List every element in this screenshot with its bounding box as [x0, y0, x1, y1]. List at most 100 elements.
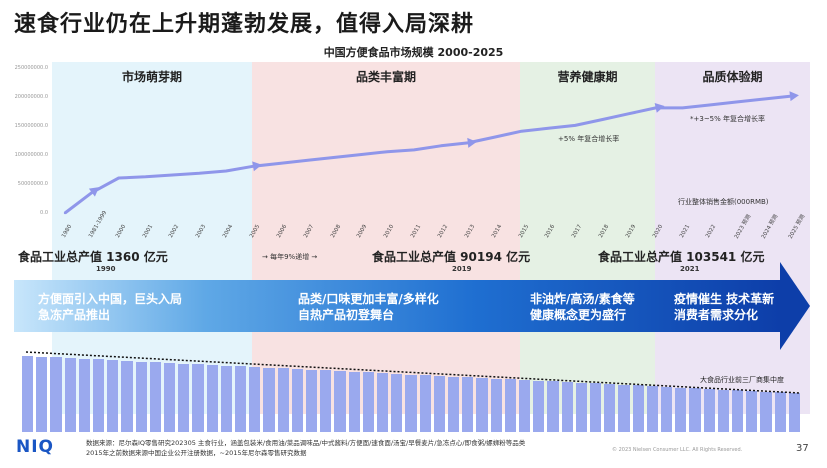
concentration-bar [448, 376, 460, 432]
concentration-bar [377, 373, 389, 432]
concentration-bar [391, 373, 403, 432]
band-text-line: 急冻产品推出 [38, 308, 111, 322]
data-point [171, 173, 174, 177]
series-label: 行业整体销售金额(000RMB) [678, 198, 769, 206]
chart-title: 中国方便食品市场规模 2000-2025 [323, 46, 504, 59]
band-text-line: 品类/口味更加丰富/多样化 [298, 292, 439, 306]
footer-source-line: 数据来源：尼尔森IQ零售研究202305 主食行业，涵盖包装米/食用油/菜品调味… [86, 439, 526, 447]
concentration-bar [533, 380, 545, 432]
band-text-enrich: 品类/口味更加丰富/多样化 自热产品初登舞台 [298, 291, 439, 323]
band-text-sprout: 方便面引入中国，巨头入局 急冻产品推出 [38, 291, 182, 323]
concentration-bar [93, 359, 105, 432]
data-point [224, 169, 228, 173]
phase-band-enrich [252, 62, 520, 414]
milestone-year-1990: 1990 [96, 265, 116, 273]
concentration-bar [192, 364, 204, 432]
concentration-bar [263, 367, 275, 432]
growth-note-early: → 每年9%递增 → [262, 253, 318, 261]
band-text-experience: 疫情催生 技术革新 消费者需求分化 [674, 291, 774, 323]
data-point [439, 144, 443, 147]
page-number: 37 [796, 443, 809, 454]
concentration-bar [703, 388, 715, 432]
concentration-bar [590, 383, 602, 432]
concentration-bar [206, 364, 218, 432]
copyright: © 2023 Nielsen Consumer LLC. All Rights … [612, 447, 743, 453]
band-text-line: 疫情催生 技术革新 [674, 292, 775, 306]
concentration-bar [760, 391, 772, 432]
y-tick-label: 150000000.0 [14, 123, 48, 129]
concentration-bar [235, 366, 247, 432]
concentration-bar [561, 382, 573, 432]
band-text-line: 消费者需求分化 [674, 308, 759, 322]
phase-label-enrich: 品类丰富期 [355, 70, 416, 84]
concentration-bar [618, 384, 630, 432]
line-arrowhead [88, 187, 100, 197]
data-point [332, 156, 335, 159]
concentration-bar [746, 390, 758, 432]
phase-band-experience [655, 62, 810, 414]
concentration-bar [519, 379, 531, 432]
data-point [520, 130, 523, 133]
market-size-line-chart [63, 91, 799, 215]
concentration-bar [22, 356, 34, 432]
data-point [547, 127, 550, 130]
line-arrowhead [789, 91, 799, 102]
page-title: 速食行业仍在上升期蓬勃发展，值得入局深耕 [14, 12, 475, 37]
concentration-bar [135, 361, 147, 432]
data-point [63, 211, 67, 215]
phase-label-health: 营养健康期 [557, 70, 618, 84]
phase-band-health [520, 62, 655, 414]
concentration-bar [575, 382, 587, 432]
concentration-bar [604, 384, 616, 432]
data-point [574, 124, 577, 127]
data-point [708, 103, 711, 107]
data-point [117, 176, 120, 180]
concentration-bar [675, 387, 687, 432]
concentration-bar [50, 357, 62, 432]
concentration-bar [462, 377, 474, 432]
concentration-bar [774, 392, 786, 432]
data-point [386, 150, 389, 153]
concentration-bar [717, 389, 729, 432]
growth-note-mid: +5% 年复合增长率 [558, 135, 620, 143]
line-arrowhead [467, 137, 477, 148]
concentration-bar [277, 368, 289, 432]
y-tick-label: 0.0 [40, 210, 48, 216]
line-arrowhead [654, 103, 665, 113]
concentration-bar [249, 366, 261, 432]
concentration-bar [405, 374, 417, 432]
market-size-series-line [64, 94, 791, 215]
data-point [735, 100, 738, 104]
milestone-2019: 食品工业总产值 90194 亿元 [372, 250, 531, 264]
data-point [412, 148, 416, 152]
concentration-bar [490, 378, 502, 432]
concentration-bar [362, 372, 374, 432]
concentration-bar [689, 388, 701, 432]
data-point [278, 162, 281, 165]
band-text-line: 健康概念更为盛行 [530, 308, 627, 322]
timeline-arrow-band [14, 280, 780, 332]
concentration-bar [64, 358, 76, 432]
concentration-bar [320, 370, 332, 432]
concentration-bar [220, 365, 232, 432]
data-point [600, 118, 604, 121]
line-arrowhead [252, 161, 262, 172]
concentration-bar [164, 362, 176, 432]
data-point [198, 172, 201, 175]
phase-band-sprout [52, 62, 252, 414]
milestone-year-2021: 2021 [680, 265, 700, 273]
trend-dotted-line [25, 351, 801, 394]
data-point [144, 175, 147, 178]
data-point [761, 97, 765, 101]
band-text-line: 自热产品初登舞台 [298, 308, 395, 322]
concentration-label: 大食品行业前三厂商集中度 [700, 376, 784, 384]
concentration-bar [178, 363, 190, 432]
concentration-bar [788, 392, 800, 432]
band-text-health: 非油炸/高汤/素食等 健康概念更为盛行 [530, 291, 635, 323]
concentration-bar [504, 379, 516, 432]
concentration-bar [419, 375, 431, 432]
phase-label-sprout: 市场萌芽期 [121, 70, 182, 84]
milestone-2021: 食品工业总产值 103541 亿元 [598, 250, 765, 264]
phase-label-experience: 品质体验期 [702, 70, 763, 84]
